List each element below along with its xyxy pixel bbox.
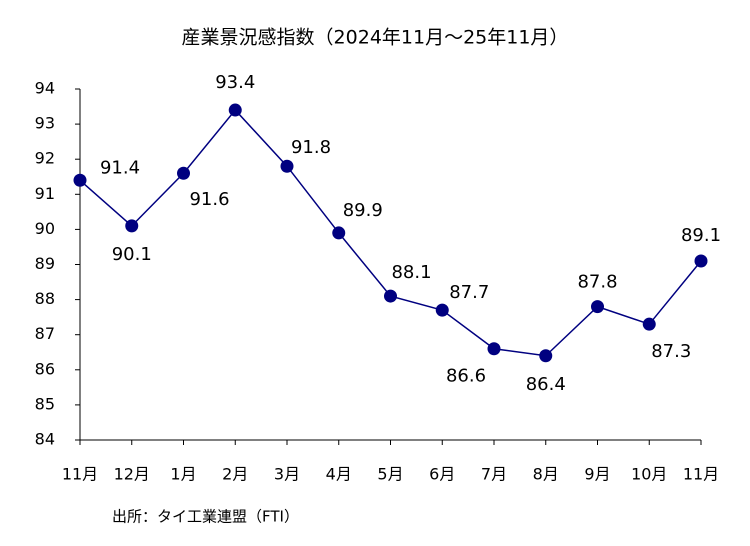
data-label: 89.9: [343, 200, 383, 221]
data-label: 93.4: [215, 72, 255, 93]
data-label: 86.4: [526, 374, 566, 395]
x-tick-label: 6月: [429, 465, 455, 484]
y-tick-label: 87: [35, 324, 55, 343]
y-tick-label: 86: [35, 359, 55, 378]
data-line: [79, 108, 702, 357]
data-point: [384, 289, 397, 303]
data-point: [435, 303, 449, 317]
data-label: 89.1: [681, 225, 721, 246]
data-label: 90.1: [112, 244, 152, 265]
x-tick-label: 4月: [326, 465, 352, 484]
y-tick-label: 85: [35, 394, 55, 413]
data-point: [228, 103, 242, 117]
y-tick-label: 90: [35, 219, 55, 238]
data-label: 91.6: [189, 189, 229, 210]
data-point: [642, 317, 656, 331]
x-tick-label: 11月: [683, 465, 719, 484]
data-point: [280, 159, 294, 173]
y-tick-label: 94: [35, 79, 55, 98]
data-label: 87.7: [449, 282, 489, 303]
x-tick-label: 3月: [274, 465, 300, 484]
data-point: [487, 342, 501, 356]
data-label: 86.6: [446, 366, 486, 387]
data-point: [73, 173, 87, 187]
x-tick-label: 8月: [533, 465, 559, 484]
data-point: [694, 254, 708, 268]
x-tick-label: 7月: [481, 465, 507, 484]
y-tick-label: 84: [35, 430, 55, 449]
data-label: 87.3: [651, 341, 691, 362]
data-point: [125, 219, 139, 233]
y-tick-label: 93: [35, 114, 55, 133]
x-tick-label: 12月: [114, 465, 150, 484]
data-label: 88.1: [391, 262, 431, 283]
data-label: 87.8: [577, 272, 617, 293]
data-point: [332, 226, 346, 240]
data-point: [177, 166, 190, 180]
y-tick-label: 91: [35, 184, 55, 203]
data-label: 91.4: [100, 157, 140, 178]
data-label: 91.8: [291, 137, 331, 158]
y-tick-label: 89: [35, 254, 55, 273]
x-tick-label: 1月: [170, 465, 196, 484]
data-point: [591, 300, 604, 314]
x-tick-label: 5月: [377, 465, 403, 484]
y-tick-label: 92: [35, 149, 55, 168]
y-tick-label: 88: [35, 289, 55, 308]
x-tick-label: 2月: [222, 465, 248, 484]
data-point: [539, 349, 553, 363]
x-tick-label: 9月: [584, 465, 610, 484]
chart-title: 産業景況感指数（2024年11月～25年11月）: [182, 27, 569, 49]
x-tick-label: 10月: [631, 465, 667, 484]
source: 出所：タイ工業連盟（FTI）: [112, 508, 299, 526]
x-tick-label: 11月: [62, 465, 98, 484]
